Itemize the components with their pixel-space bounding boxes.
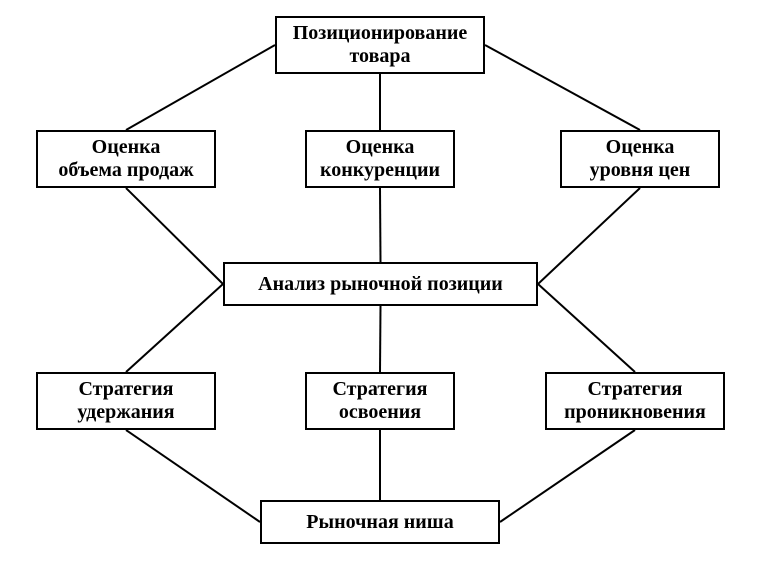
node-market-analysis: Анализ рыночной позиции	[223, 262, 538, 306]
node-eval-prices: Оценка уровня цен	[560, 130, 720, 188]
node-positioning: Позиционирование товара	[275, 16, 485, 74]
node-market-niche: Рыночная ниша	[260, 500, 500, 544]
node-strategy-retain: Стратегия удержания	[36, 372, 216, 430]
node-eval-competition: Оценка конкуренции	[305, 130, 455, 188]
node-strategy-penetrate: Стратегия проникновения	[545, 372, 725, 430]
node-strategy-develop: Стратегия освоения	[305, 372, 455, 430]
node-eval-sales: Оценка объема продаж	[36, 130, 216, 188]
diagram-canvas: Позиционирование товара Оценка объема пр…	[0, 0, 761, 585]
